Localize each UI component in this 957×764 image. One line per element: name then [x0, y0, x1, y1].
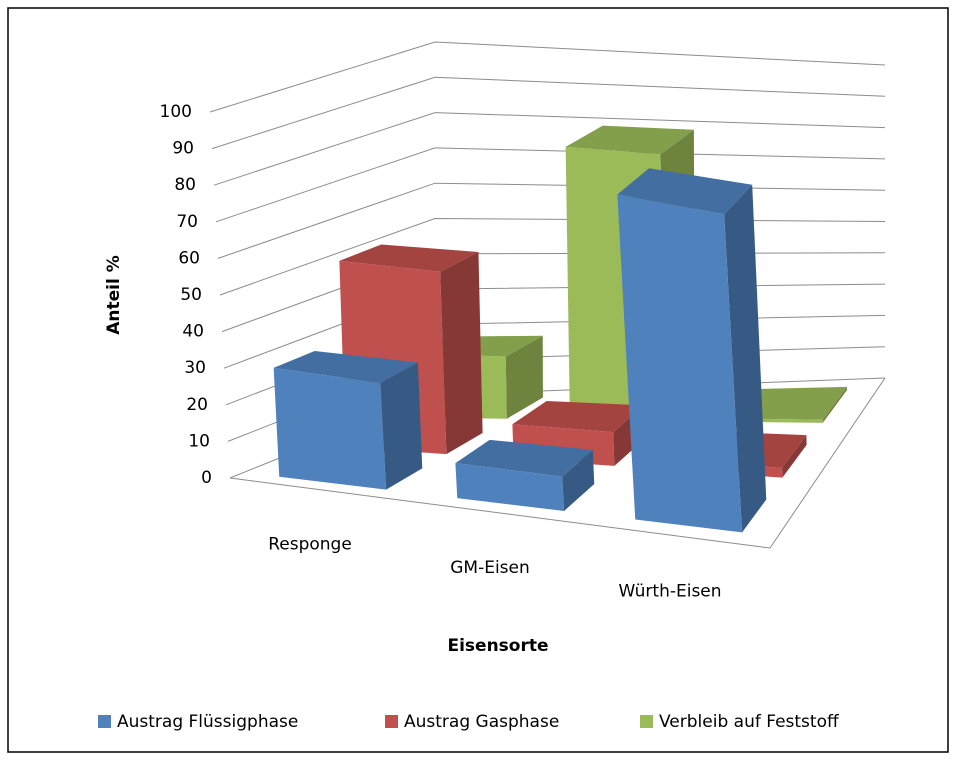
bar	[455, 439, 595, 511]
bar-side	[724, 184, 767, 533]
bar-side	[562, 449, 595, 511]
bar-top	[273, 350, 418, 383]
y-tick-label: 80	[174, 175, 196, 195]
bar-top	[455, 439, 593, 477]
y-tick-label: 70	[176, 212, 198, 232]
y-tick-label: 100	[160, 102, 192, 122]
bar-top	[617, 168, 753, 215]
y-tick-label: 50	[180, 285, 202, 305]
bar-front	[455, 463, 565, 511]
bar-top	[512, 401, 644, 433]
legend: Austrag Flüssigphase Austrag Gasphase Verb…	[98, 712, 840, 732]
bar	[273, 350, 423, 490]
bar-top	[339, 244, 479, 272]
bar-side	[380, 362, 423, 490]
y-tick-label: 60	[178, 248, 200, 268]
x-axis-title: Eisensorte	[447, 636, 548, 656]
legend-swatch	[98, 715, 111, 728]
grid-line	[215, 147, 886, 223]
y-axis-title: Anteil %	[104, 255, 124, 335]
bar-front	[617, 194, 743, 533]
x-tick-label: GM-Eisen	[450, 558, 530, 578]
legend-label: Verbleib auf Feststoff	[659, 712, 840, 732]
y-tick-label: 10	[188, 431, 210, 451]
bar-side	[782, 435, 807, 478]
grid-line	[209, 41, 886, 113]
legend-label: Austrag Gasphase	[404, 712, 559, 732]
grid-line	[211, 76, 886, 150]
bar-side	[822, 386, 847, 423]
legend-swatch	[640, 715, 653, 728]
bar-side	[440, 252, 483, 455]
floor-edge	[229, 377, 886, 549]
legend-swatch	[385, 715, 398, 728]
y-tick-label: 20	[186, 395, 208, 415]
bar	[617, 168, 767, 533]
y-tick-label: 90	[172, 139, 194, 159]
legend-label: Austrag Flüssigphase	[117, 712, 298, 732]
grid-line	[213, 112, 886, 186]
bar-top	[565, 125, 694, 155]
x-tick-label: Würth-Eisen	[618, 581, 721, 601]
plot: 0 10 20 30 40 50 60 70 80 90 100 Responge GM-Eisen Wü…	[160, 41, 886, 601]
bar-front	[273, 367, 387, 490]
x-tick-label: Responge	[268, 535, 352, 555]
y-tick-label: 30	[184, 358, 206, 378]
bar-side	[505, 335, 543, 419]
y-tick-label: 40	[182, 322, 204, 342]
y-tick-label: 0	[201, 468, 212, 488]
